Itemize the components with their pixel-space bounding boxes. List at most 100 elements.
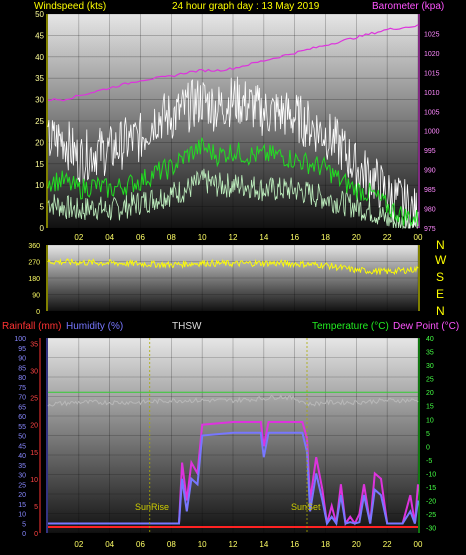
- rainfall-tick-label: 10: [30, 477, 38, 484]
- bottom-x-tick: 14: [259, 540, 268, 549]
- bottom-x-tick: 20: [352, 540, 361, 549]
- barometer-line: [47, 24, 419, 102]
- dewpoint-line: [48, 431, 419, 527]
- rainfall-tick-label: 30: [30, 369, 38, 376]
- humidity-tick-label: 80: [18, 375, 26, 382]
- temperature-tick-label: 25: [426, 377, 434, 384]
- temperature-tick-label: 10: [426, 417, 434, 424]
- humidity-tick-label: 10: [18, 512, 26, 519]
- compass-e: E: [436, 287, 445, 301]
- baro-tick-label: 1010: [424, 90, 440, 97]
- wind-x-tick: 06: [136, 233, 145, 242]
- humidity-tick-label: 95: [18, 346, 26, 353]
- baro-tick-label: 990: [424, 168, 436, 175]
- wind-x-tick: 04: [105, 233, 114, 242]
- wind-axis-title: Windspeed (kts): [34, 1, 107, 12]
- baro-tick-label: 1015: [424, 70, 440, 77]
- wind-direction-line: [47, 258, 419, 276]
- humidity-axis-title: Humidity (%): [66, 321, 124, 332]
- direction-tick-label: 0: [36, 309, 40, 316]
- temperature-tick-label: -25: [426, 512, 436, 519]
- temperature-tick-label: 0: [426, 444, 430, 451]
- wind-tick-label: 10: [35, 181, 44, 190]
- humidity-tick-label: 0: [22, 531, 26, 538]
- barometer-axis-title: Barometer (kpa): [372, 1, 445, 12]
- rainfall-tick-label: 35: [30, 341, 38, 348]
- rainfall-tick-label: 0: [34, 531, 38, 538]
- wind-x-tick: 10: [198, 233, 207, 242]
- rainfall-tick-label: 15: [30, 450, 38, 457]
- bottom-x-tick: 12: [229, 540, 238, 549]
- wind-tick-label: 30: [35, 96, 44, 105]
- dewpoint-axis-title: Dew Point (°C): [393, 321, 460, 332]
- wind-tick-label: 45: [35, 31, 44, 40]
- wind-tick-label: 5: [40, 203, 45, 212]
- bottom-x-tick: 06: [136, 540, 145, 549]
- baro-tick-label: 985: [424, 187, 436, 194]
- humidity-tick-label: 45: [18, 443, 26, 450]
- temperature-tick-label: -20: [426, 499, 436, 506]
- wind-tick-label: 50: [35, 10, 44, 19]
- temperature-axis-title: Temperature (°C): [312, 321, 389, 332]
- temperature-tick-label: 15: [426, 404, 434, 411]
- rainfall-tick-label: 25: [30, 396, 38, 403]
- direction-tick-label: 360: [28, 243, 40, 250]
- rainfall-axis-title: Rainfall (mm): [2, 321, 62, 332]
- wind-x-tick: 18: [321, 233, 330, 242]
- bottom-x-tick: 00: [414, 540, 423, 549]
- humidity-tick-label: 70: [18, 395, 26, 402]
- bottom-x-tick: 16: [290, 540, 299, 549]
- direction-tick-label: 270: [28, 260, 40, 267]
- temperature-tick-label: -5: [426, 458, 432, 465]
- temperature-tick-label: 30: [426, 363, 434, 370]
- wind-x-tick: 12: [229, 233, 238, 242]
- humidity-tick-label: 5: [22, 521, 26, 528]
- wind-tick-label: 20: [35, 138, 44, 147]
- wind-tick-label: 15: [35, 160, 44, 169]
- wind-x-tick: 00: [414, 233, 423, 242]
- baro-tick-label: 1000: [424, 129, 440, 136]
- humidity-tick-label: 50: [18, 434, 26, 441]
- bottom-x-tick: 22: [383, 540, 392, 549]
- humidity-tick-label: 100: [14, 336, 26, 343]
- temperature-tick-label: 35: [426, 350, 434, 357]
- humidity-tick-label: 15: [18, 502, 26, 509]
- direction-tick-label: 90: [32, 293, 40, 300]
- rainfall-tick-label: 5: [34, 504, 38, 511]
- humidity-tick-label: 25: [18, 482, 26, 489]
- bottom-x-tick: 18: [321, 540, 330, 549]
- panel-background-2: [48, 338, 418, 533]
- wind-x-tick: 02: [74, 233, 83, 242]
- temperature-tick-label: 40: [426, 336, 434, 343]
- compass-w: W: [435, 253, 447, 267]
- temperature-tick-label: -10: [426, 471, 436, 478]
- rainfall-tick-label: 20: [30, 423, 38, 430]
- wind-x-tick: 22: [383, 233, 392, 242]
- bottom-x-tick: 04: [105, 540, 114, 549]
- wind-tick-label: 25: [35, 117, 44, 126]
- wind-x-tick: 16: [290, 233, 299, 242]
- humidity-tick-label: 60: [18, 414, 26, 421]
- wind-tick-label: 40: [35, 53, 44, 62]
- humidity-tick-label: 85: [18, 365, 26, 372]
- compass-n-bottom: N: [436, 304, 445, 318]
- humidity-tick-label: 55: [18, 424, 26, 431]
- bottom-x-tick: 10: [198, 540, 207, 549]
- humidity-line: [47, 394, 419, 407]
- temperature-tick-label: -15: [426, 485, 436, 492]
- temperature-tick-label: -30: [426, 526, 436, 533]
- wind-tick-label: 0: [40, 224, 45, 233]
- humidity-tick-label: 20: [18, 492, 26, 499]
- compass-n-top: N: [436, 238, 445, 252]
- humidity-tick-label: 35: [18, 463, 26, 470]
- humidity-tick-label: 75: [18, 385, 26, 392]
- chart-title: 24 hour graph day : 13 May 2019: [172, 1, 320, 12]
- humidity-tick-label: 90: [18, 356, 26, 363]
- sunrise-label: SunRise: [135, 502, 170, 512]
- wind-average-line: [47, 137, 419, 227]
- thsw-label: THSW: [172, 321, 202, 332]
- direction-tick-label: 180: [28, 276, 40, 283]
- sunset-label: SunSet: [291, 502, 321, 512]
